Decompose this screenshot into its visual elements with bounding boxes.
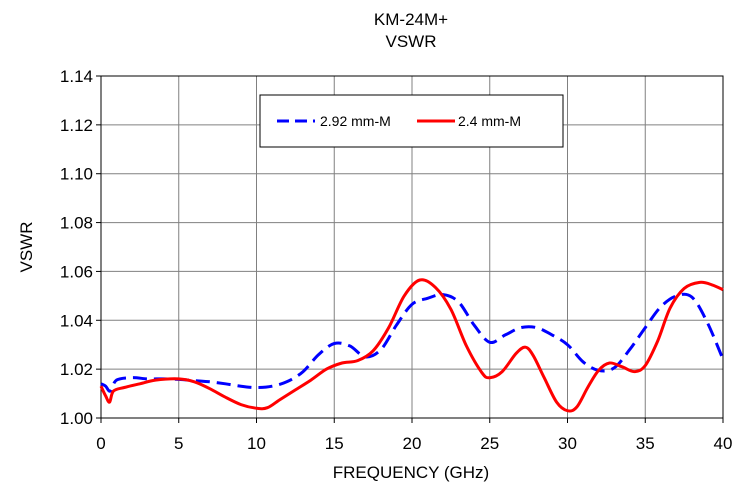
x-tick-label: 20 xyxy=(403,434,422,453)
y-tick-label: 1.08 xyxy=(60,214,93,233)
y-tick-label: 1.06 xyxy=(60,262,93,281)
y-tick-label: 1.12 xyxy=(60,116,93,135)
legend-label-2-4: 2.4 mm-M xyxy=(458,113,521,129)
chart-title-line-2: VSWR xyxy=(386,32,437,51)
y-tick-label: 1.02 xyxy=(60,360,93,379)
x-axis-ticks: 0 5 10 15 20 25 30 35 40 xyxy=(96,418,732,453)
y-tick-label: 1.04 xyxy=(60,311,93,330)
y-tick-label: 1.10 xyxy=(60,165,93,184)
x-tick-label: 35 xyxy=(636,434,655,453)
x-tick-label: 40 xyxy=(714,434,733,453)
y-tick-label: 1.00 xyxy=(60,409,93,428)
chart-title-line-1: KM-24M+ xyxy=(374,10,448,29)
legend-label-2-92: 2.92 mm-M xyxy=(320,113,391,129)
x-tick-label: 25 xyxy=(480,434,499,453)
series-line-2-4-mm-m xyxy=(99,278,724,413)
y-tick-label: 1.14 xyxy=(60,67,93,86)
x-tick-label: 5 xyxy=(174,434,183,453)
x-tick-label: 30 xyxy=(558,434,577,453)
x-axis-label: FREQUENCY (GHz) xyxy=(333,463,489,482)
x-tick-label: 15 xyxy=(325,434,344,453)
y-axis-label: VSWR xyxy=(17,222,36,273)
x-tick-label: 0 xyxy=(96,434,105,453)
y-axis-ticks: 1.00 1.02 1.04 1.06 1.08 1.10 1.12 1.14 xyxy=(60,67,101,428)
legend: 2.92 mm-M 2.4 mm-M xyxy=(259,94,564,148)
series-lines xyxy=(99,278,725,413)
legend-box xyxy=(259,94,564,148)
x-tick-label: 10 xyxy=(247,434,266,453)
